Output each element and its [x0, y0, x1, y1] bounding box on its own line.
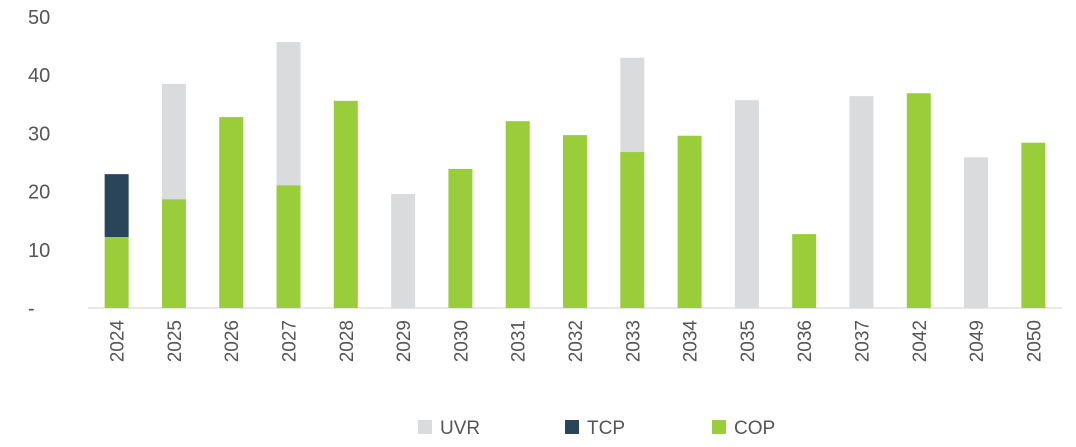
bar-segment: [391, 193, 416, 308]
y-tick-label: 20: [28, 182, 50, 204]
y-tick-label: 50: [28, 7, 50, 29]
legend-label: COP: [734, 418, 775, 439]
legend-label: UVR: [440, 418, 480, 439]
y-tick-label: 10: [28, 240, 50, 262]
y-tick-label: -: [28, 298, 35, 320]
y-tick-label: 40: [28, 65, 50, 87]
bar-segment: [964, 157, 989, 308]
x-tick-label: 2028: [337, 320, 358, 362]
x-tick-label: 2026: [222, 320, 243, 362]
bar-segment: [1021, 142, 1046, 308]
bar-segment: [219, 117, 244, 308]
bar-segment: [104, 174, 129, 237]
legend-swatch: [565, 420, 579, 434]
x-tick-label: 2031: [509, 320, 530, 362]
bar-segment: [333, 100, 358, 308]
x-tick-label: 2035: [738, 320, 759, 362]
bar-segment: [505, 121, 530, 308]
x-tick-label: 2032: [566, 320, 587, 362]
bar-segment: [734, 100, 759, 308]
x-tick-label: 2033: [623, 320, 644, 362]
bar-segment: [161, 83, 186, 200]
legend-label: TCP: [587, 418, 625, 439]
bar-segment: [620, 152, 645, 308]
x-tick-label: 2036: [795, 320, 816, 362]
bar-segment: [906, 93, 931, 308]
bar-segment: [276, 42, 301, 186]
legend-swatch: [712, 420, 726, 434]
bar-segment: [849, 96, 874, 308]
y-tick-label: 30: [28, 123, 50, 145]
x-tick-label: 2025: [165, 320, 186, 362]
x-tick-label: 2024: [108, 320, 129, 363]
bar-segment: [104, 236, 129, 308]
x-tick-label: 2027: [280, 320, 301, 362]
bar-segment: [677, 135, 702, 308]
x-tick-label: 2037: [852, 320, 873, 362]
bar-segment: [276, 185, 301, 308]
bar-segment: [161, 199, 186, 308]
x-tick-label: 2049: [967, 320, 988, 362]
bar-segment: [792, 234, 817, 308]
bar-segment: [563, 135, 587, 308]
x-tick-label: 2030: [451, 320, 472, 362]
x-tick-label: 2050: [1024, 320, 1045, 362]
x-tick-label: 2042: [910, 320, 931, 362]
legend-swatch: [418, 420, 432, 434]
x-tick-label: 2029: [394, 320, 415, 362]
x-tick-label: 2034: [681, 320, 702, 363]
bar-segment: [448, 168, 473, 308]
bar-segment: [620, 57, 645, 153]
